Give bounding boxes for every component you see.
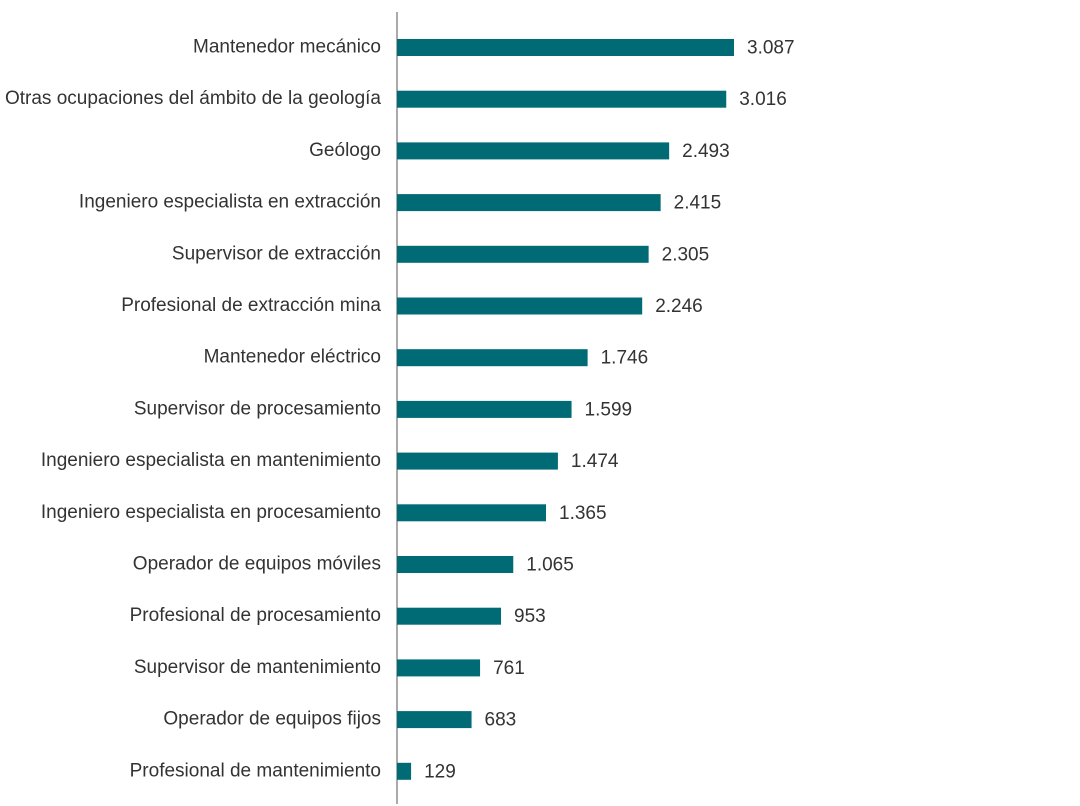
value-label: 761 bbox=[493, 658, 525, 679]
bar bbox=[397, 556, 514, 573]
value-labels-group: 3.087 3.016 2.493 2.415 2.305 2.246 1.746 1.599… bbox=[424, 38, 794, 783]
category-label: Ingeniero especialista en extracción bbox=[79, 192, 381, 213]
bar bbox=[397, 762, 412, 780]
value-label: 2.246 bbox=[655, 296, 703, 317]
category-label: Mantenedor eléctrico bbox=[204, 347, 381, 368]
value-label: 3.016 bbox=[739, 89, 787, 110]
value-label: 2.415 bbox=[674, 193, 722, 214]
value-label: 1.474 bbox=[571, 451, 619, 472]
value-label: 2.305 bbox=[662, 244, 710, 265]
bar bbox=[397, 194, 661, 212]
category-labels-group: Mantenedor mecánico Otras ocupaciones del… bbox=[5, 37, 381, 782]
category-label: Ingeniero especialista en mantenimiento bbox=[41, 450, 381, 471]
bars-group bbox=[397, 39, 734, 780]
category-label: Otras ocupaciones del ámbito de la geolo… bbox=[5, 88, 381, 109]
category-label: Supervisor de extracción bbox=[172, 243, 381, 264]
category-label: Profesional de extracción mina bbox=[121, 295, 381, 316]
value-label: 1.746 bbox=[601, 348, 649, 369]
category-label: Mantenedor mecánico bbox=[193, 37, 381, 58]
value-label: 953 bbox=[514, 606, 546, 627]
bar bbox=[397, 504, 547, 522]
bar bbox=[397, 607, 502, 625]
bar bbox=[397, 452, 558, 470]
value-label: 129 bbox=[424, 761, 456, 782]
category-label: Geólogo bbox=[309, 140, 381, 161]
bar bbox=[397, 90, 727, 108]
category-label: Supervisor de mantenimiento bbox=[134, 657, 381, 678]
value-label: 683 bbox=[485, 710, 517, 731]
bar bbox=[397, 39, 734, 56]
category-label: Profesional de procesamiento bbox=[130, 605, 381, 626]
value-label: 3.087 bbox=[747, 38, 795, 59]
category-label: Ingeniero especialista en procesamiento bbox=[41, 502, 381, 523]
value-label: 1.599 bbox=[585, 399, 633, 420]
bar bbox=[397, 142, 670, 160]
category-label: Supervisor de procesamiento bbox=[134, 398, 381, 419]
bar bbox=[397, 349, 588, 367]
value-label: 2.493 bbox=[682, 141, 730, 162]
bar bbox=[397, 711, 472, 729]
value-label: 1.365 bbox=[559, 503, 607, 524]
bar bbox=[397, 659, 481, 677]
category-label: Operador de equipos móviles bbox=[133, 554, 381, 575]
value-label: 1.065 bbox=[526, 555, 574, 576]
bar bbox=[397, 297, 643, 315]
bar bbox=[397, 400, 572, 418]
category-label: Operador de equipos fijos bbox=[163, 709, 381, 730]
category-label: Profesional de mantenimiento bbox=[130, 760, 381, 781]
bar bbox=[397, 245, 649, 263]
